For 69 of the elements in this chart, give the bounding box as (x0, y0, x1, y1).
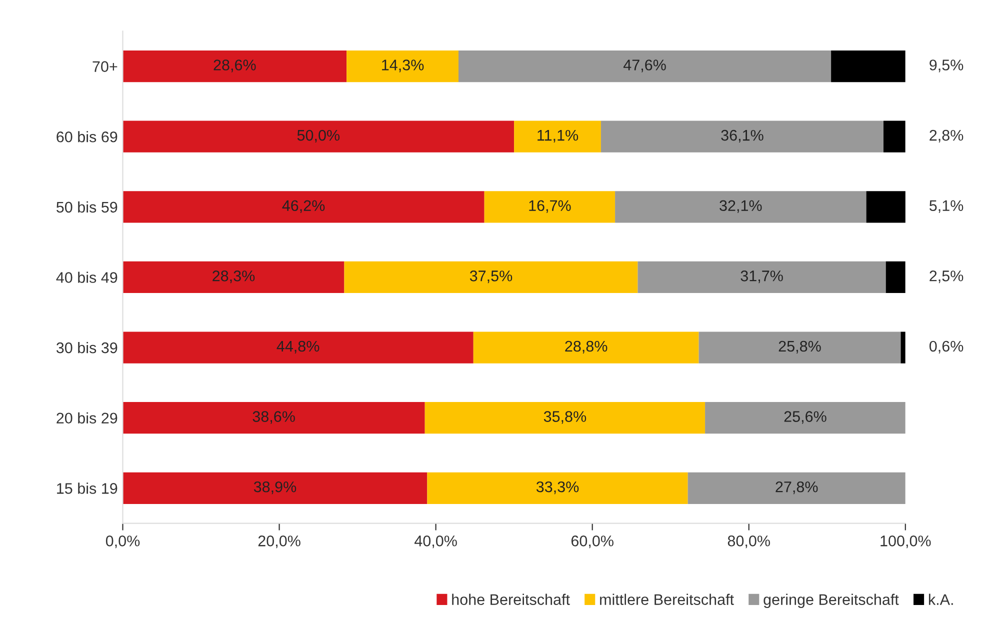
y-tick-label: 15 bis 19 (57, 482, 118, 494)
data-label: 47,6% (623, 60, 666, 72)
data-label: 38,6% (252, 411, 295, 424)
legend-label: mittlere Bereitschaft (600, 594, 734, 605)
data-label: 32,1% (720, 200, 762, 213)
bar (427, 472, 688, 504)
x-tick-label: 20,0% (258, 536, 300, 548)
bar (514, 120, 601, 152)
x-tick-label: 100,0% (880, 536, 931, 548)
bar (346, 50, 459, 82)
y-tick-label: 40 bis 49 (56, 272, 118, 283)
bar (883, 120, 906, 152)
bar (600, 120, 884, 152)
bar (122, 261, 344, 294)
data-label: 33,3% (536, 481, 579, 494)
data-label: 36,1% (721, 130, 764, 143)
data-label: 28,8% (565, 340, 608, 354)
data-label: 28,3% (212, 270, 255, 284)
bar (122, 120, 514, 152)
data-label: 27,8% (776, 481, 818, 494)
bar (122, 50, 347, 82)
x-tick-label: 0,0% (106, 536, 140, 548)
data-label: 37,5% (470, 270, 512, 284)
data-label: 11,1% (538, 130, 578, 143)
data-label: 25,6% (784, 411, 826, 424)
bar (458, 50, 832, 82)
data-label: 50,0% (297, 130, 340, 143)
data-label: 2,8% (930, 130, 964, 143)
data-label: 5,1% (929, 200, 964, 213)
data-label: 31,7% (740, 270, 783, 284)
bar (698, 332, 901, 364)
data-label: 16,7% (529, 200, 571, 213)
y-tick-label: 60 bis 69 (56, 131, 118, 142)
data-label: 28,6% (214, 60, 256, 72)
bar (638, 261, 886, 294)
data-label: 44,8% (276, 340, 320, 354)
data-label: 14,3% (382, 60, 424, 72)
y-tick-label: 70+ (92, 61, 118, 72)
data-label: 46,2% (282, 200, 325, 213)
y-tick-label: 50 bis 59 (56, 201, 118, 213)
data-label: 9,5% (930, 60, 964, 72)
x-tick-label: 40,0% (414, 536, 457, 548)
bar (831, 50, 906, 82)
bar (344, 261, 638, 294)
legend-label: geringe Bereitschaft (764, 594, 899, 608)
bar (122, 191, 484, 223)
bar (484, 191, 616, 223)
bar (705, 402, 906, 434)
bar (122, 472, 428, 504)
bar (688, 472, 906, 504)
legend-label: hohe Bereitschaft (452, 594, 570, 605)
bar (122, 332, 474, 364)
data-label: 0,6% (929, 340, 964, 354)
legend-label: k.A. (928, 594, 953, 605)
bar (866, 191, 906, 223)
x-tick-label: 60,0% (571, 536, 614, 548)
bar (900, 332, 906, 364)
x-tick-label: 80,0% (728, 536, 770, 548)
data-label: 38,9% (254, 481, 296, 494)
data-label: 35,8% (544, 411, 586, 424)
y-tick-label: 30 bis 39 (56, 342, 118, 354)
bar (886, 261, 906, 294)
data-label: 2,5% (930, 270, 964, 284)
bar (473, 332, 699, 364)
data-label: 25,8% (778, 340, 821, 354)
bar (122, 402, 425, 434)
bar (615, 191, 866, 223)
y-tick-label: 20 bis 29 (56, 412, 118, 424)
bar (424, 402, 706, 434)
